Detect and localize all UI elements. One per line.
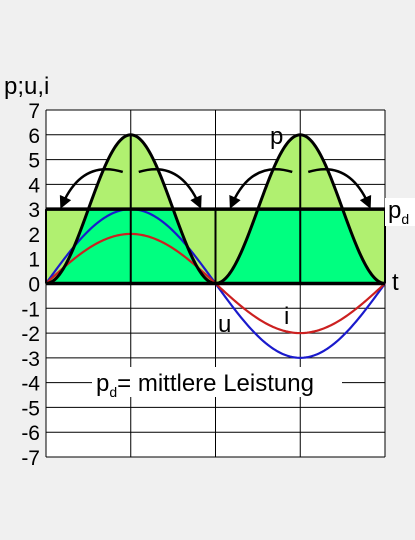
energy-arrow: [138, 167, 202, 209]
y-tick-label: -7: [21, 447, 40, 470]
pd-label: pd: [388, 197, 409, 227]
caption: pd= mittlere Leistung: [96, 370, 314, 400]
energy-arrow: [307, 167, 372, 209]
caption-sub: d: [109, 384, 117, 400]
y-tick-label: 3: [28, 199, 40, 222]
y-tick-label: 4: [28, 174, 40, 197]
y-axis-label: p;u,i: [4, 73, 49, 100]
pd-label-background: [385, 198, 415, 226]
p-label: p: [270, 123, 283, 150]
y-tick-label: -4: [21, 373, 40, 396]
band-gap-fill: [46, 209, 131, 284]
energy-arrow: [229, 167, 293, 209]
i-label: i: [284, 303, 289, 330]
y-tick-label: -5: [21, 397, 40, 420]
caption-background: [92, 367, 342, 397]
caption-rest: = mittlere Leistung: [117, 370, 314, 397]
pd-label-sub: d: [401, 211, 409, 227]
pd-label-main: p: [388, 197, 401, 224]
y-tick-label: -6: [21, 422, 40, 445]
band-gap-fill: [130, 209, 216, 284]
x-axis-label: t: [392, 269, 399, 296]
series-lines: [45, 133, 386, 359]
y-tick-label: -3: [21, 348, 40, 371]
y-tick-label: -1: [21, 298, 40, 321]
u-label: u: [218, 311, 231, 338]
y-tick-label: 0: [28, 274, 40, 297]
energy-arrow: [59, 167, 124, 209]
y-tick-label: -2: [21, 323, 40, 346]
energy-arrows: [59, 167, 372, 209]
y-tick-label: 2: [28, 224, 40, 247]
y-tick-label: 5: [28, 150, 40, 173]
band-gap-fill: [300, 209, 385, 284]
y-tick-label: 7: [28, 100, 40, 123]
y-tick-label: 1: [28, 249, 40, 272]
band-gap-fill: [215, 209, 301, 284]
y-tick-label: 6: [28, 125, 40, 148]
caption-main: p: [96, 370, 109, 397]
